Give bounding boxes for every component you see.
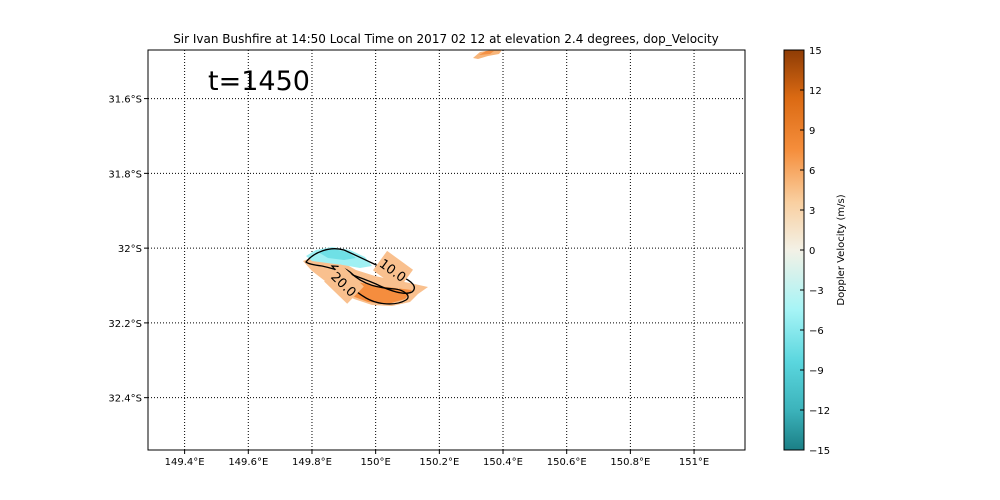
x-tick-label: 150.4°E bbox=[483, 457, 523, 468]
y-tick-label: 31.8°S bbox=[108, 169, 142, 180]
chart-title: Sir Ivan Bushfire at 14:50 Local Time on… bbox=[173, 32, 719, 46]
colorbar-tick-label: −3 bbox=[809, 286, 824, 297]
x-axis-ticks: 149.4°E 149.6°E 149.8°E 150°E 150.2°E 150.4°E… bbox=[165, 450, 709, 468]
x-tick-label: 150.6°E bbox=[547, 457, 587, 468]
colorbar-tick-label: 0 bbox=[809, 246, 815, 257]
colorbar-tick-label: 3 bbox=[809, 206, 815, 217]
colorbar-label: Doppler Velocity (m/s) bbox=[836, 194, 847, 305]
x-tick-label: 149.6°E bbox=[228, 457, 268, 468]
grid-lines bbox=[148, 50, 745, 450]
colorbar-tick-label: 9 bbox=[809, 126, 815, 137]
plot-frame bbox=[147, 49, 746, 451]
contour-line-20 bbox=[330, 265, 409, 305]
y-tick-label: 32.2°S bbox=[108, 319, 142, 330]
x-tick-label: 151°E bbox=[679, 457, 709, 468]
contour-line-10 bbox=[305, 248, 415, 294]
x-tick-label: 149.4°E bbox=[165, 457, 205, 468]
velocity-patch-north-core bbox=[479, 51, 494, 55]
y-axis-ticks: 31.6°S 31.8°S 32°S 32.2°S 32.4°S bbox=[108, 95, 148, 405]
velocity-patch-north bbox=[473, 50, 502, 59]
colorbar-tick-label: −12 bbox=[809, 406, 830, 417]
colorbar-ticks: 15 12 9 6 3 0 −3 −6 −9 −12 −15 bbox=[800, 46, 830, 457]
colorbar-tick-label: −6 bbox=[809, 326, 824, 337]
colorbar-tick-label: 15 bbox=[809, 46, 822, 57]
time-annotation: t=1450 bbox=[208, 66, 310, 97]
colorbar-tick-label: −9 bbox=[809, 366, 824, 377]
x-tick-label: 150°E bbox=[360, 457, 390, 468]
colorbar-tick-label: 6 bbox=[809, 166, 815, 177]
colorbar-tick-label: −15 bbox=[809, 446, 830, 457]
x-tick-label: 149.8°E bbox=[292, 457, 332, 468]
plot-area bbox=[148, 50, 745, 450]
x-tick-label: 150.2°E bbox=[419, 457, 459, 468]
y-tick-label: 32.4°S bbox=[108, 394, 142, 405]
y-tick-label: 32°S bbox=[118, 244, 142, 255]
y-tick-label: 31.6°S bbox=[108, 95, 142, 106]
colorbar-tick-label: 12 bbox=[809, 86, 822, 97]
x-tick-label: 150.8°E bbox=[610, 457, 650, 468]
